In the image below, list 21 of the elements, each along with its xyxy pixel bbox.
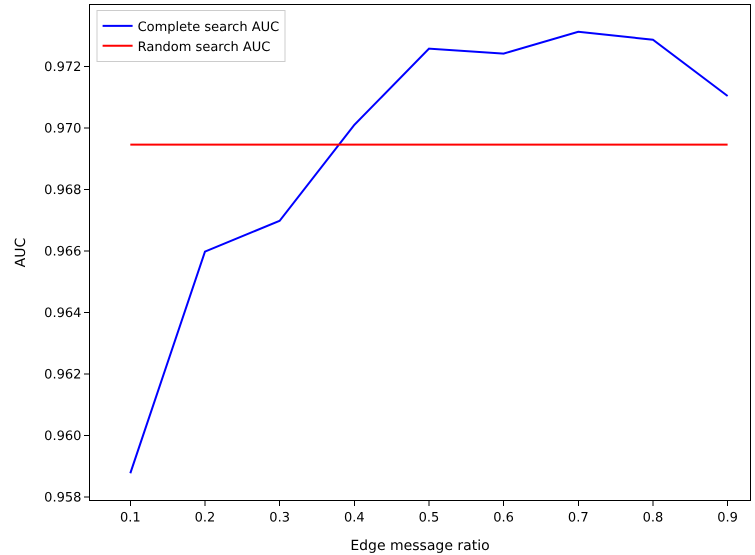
x-tick-label: 0.8 [642,510,664,526]
x-axis-title: Edge message ratio [350,538,490,554]
x-tick-label: 0.5 [418,510,440,526]
x-tick-label: 0.1 [120,510,141,526]
x-tick-label: 0.2 [194,510,216,526]
y-tick-label: 0.962 [44,367,82,382]
y-axis-title: AUC [12,237,29,268]
y-tick-label: 0.968 [44,183,82,198]
x-tick-label: 0.6 [493,510,514,526]
y-tick-label: 0.972 [44,60,82,76]
y-tick-label: 0.970 [44,122,82,137]
y-tick-label: 0.958 [44,490,82,506]
x-tick-label: 0.3 [269,510,290,526]
legend-label: Complete search AUC [138,20,280,35]
x-tick-label: 0.7 [568,510,589,526]
x-tick-label: 0.4 [344,510,365,526]
y-tick-label: 0.964 [44,306,82,321]
legend-label: Random search AUC [138,40,270,55]
y-tick-label: 0.966 [44,244,82,260]
y-tick-label: 0.960 [44,428,82,444]
x-tick-label: 0.9 [717,510,738,526]
